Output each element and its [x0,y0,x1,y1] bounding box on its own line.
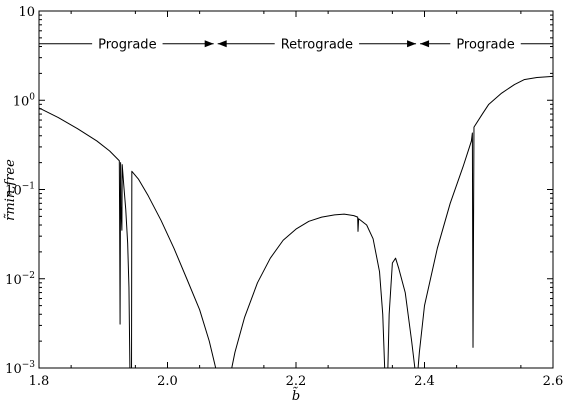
y-axis-title: r̃min,free [3,159,18,221]
x-tick-label: 2.0 [157,374,178,389]
region-arrowhead [420,40,430,48]
y-tick-exponent: −2 [22,271,35,281]
region-annotations: Prograde Retrograde Prograde [39,38,553,53]
curve-segment [231,213,386,369]
region-arrowhead [217,40,227,48]
region-arrowhead [204,40,214,48]
x-tick-label: 2.6 [543,374,563,389]
y-tick-base: 10 [5,362,22,377]
x-tick-label: 2.4 [414,374,435,389]
y-tick-exponent: −3 [22,360,36,370]
y-tick-label: 10−2 [5,271,35,288]
axis-ticks [38,10,554,369]
y-tick-base: 10 [5,184,22,199]
region-label: Prograde [456,38,514,53]
region-label: Prograde [98,38,156,53]
y-tick-base: 10 [13,94,30,109]
y-tick-label: 10−1 [5,182,35,199]
y-tick-base: 10 [5,273,22,288]
y-tick-label: 10−3 [5,360,35,377]
region-arrowhead [407,40,417,48]
y-tick-label: 10 [18,5,35,20]
x-tick-label: 1.8 [29,374,50,389]
y-tick-label: 100 [13,92,36,109]
y-tick-base: 10 [18,5,35,20]
curve-segment [387,257,416,369]
y-tick-exponent: 0 [29,92,35,102]
y-tick-exponent: −1 [22,182,35,192]
x-tick-label: 2.2 [286,374,307,389]
plot-frame [38,10,554,369]
curve-layer [38,75,554,369]
curve-segment [417,75,554,369]
curve-segment [38,107,131,369]
x-axis-title: b̃ [292,387,300,404]
region-label: Retrograde [281,38,353,53]
curve-segment [131,170,217,369]
